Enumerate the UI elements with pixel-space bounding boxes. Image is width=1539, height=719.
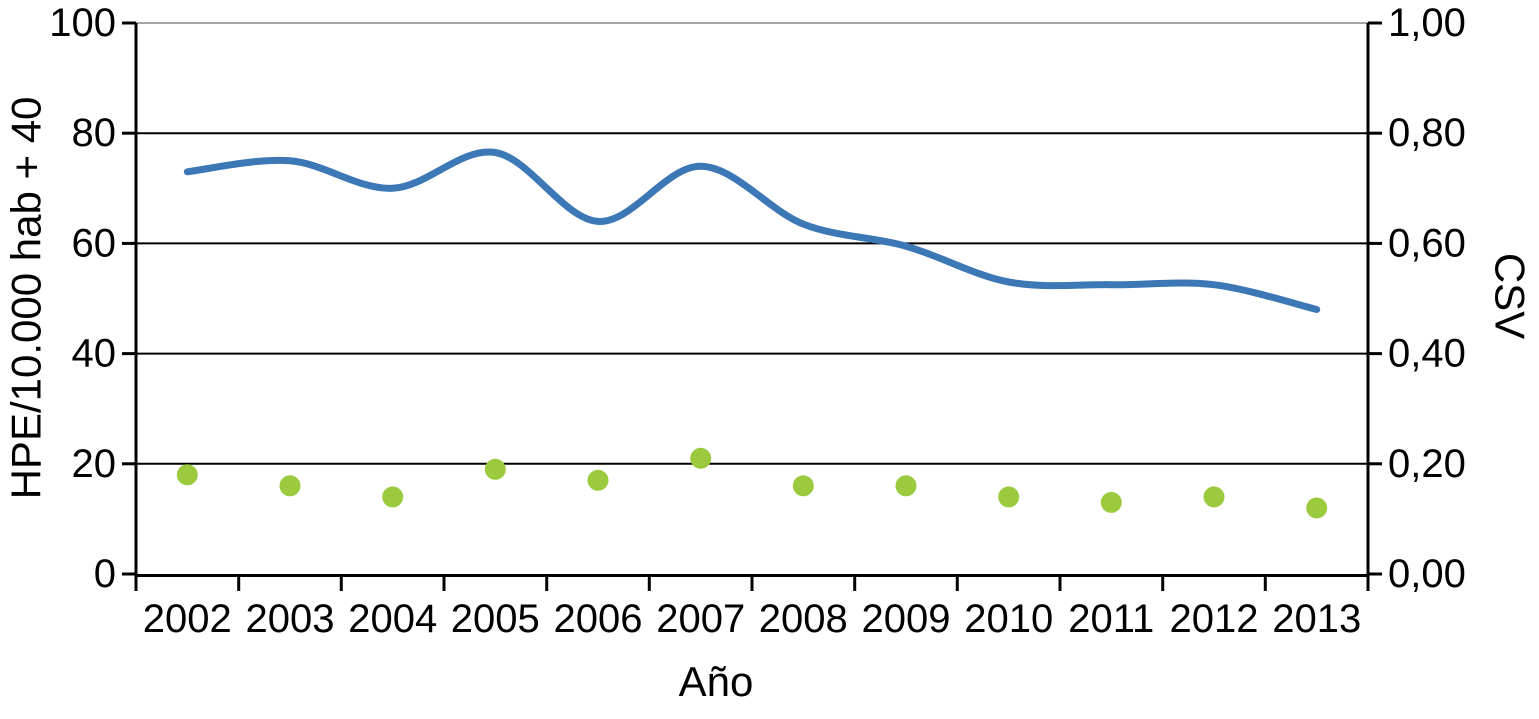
scatter-point-csv — [382, 486, 404, 508]
right-axis-tick-label: 0,80 — [1388, 111, 1466, 155]
scatter-point-csv — [792, 475, 814, 497]
x-axis-tick-label: 2007 — [656, 597, 745, 641]
scatter-point-csv — [279, 475, 301, 497]
scatter-point-csv — [587, 469, 609, 491]
right-axis-tick-label: 0,00 — [1388, 552, 1466, 596]
x-axis-tick-label: 2003 — [246, 597, 335, 641]
left-axis-tick-label: 20 — [72, 442, 117, 486]
x-axis-tick-label: 2010 — [964, 597, 1053, 641]
scatter-point-csv — [1203, 486, 1225, 508]
x-axis-tick-label: 2012 — [1170, 597, 1259, 641]
left-axis-tick-label: 0 — [94, 552, 116, 596]
right-axis-tick-label: 0,20 — [1388, 442, 1466, 486]
left-axis-tick-label: 100 — [49, 1, 116, 45]
scatter-point-csv — [1306, 497, 1328, 519]
line-series-hpe-10-000-hab-40 — [183, 148, 1321, 313]
left-axis-tick-label: 40 — [72, 332, 117, 376]
scatter-point-csv — [895, 475, 917, 497]
left-axis-title: HPE/10.000 hab + 40 — [3, 97, 50, 500]
scatter-point-csv — [1100, 491, 1122, 513]
x-axis-tick-label: 2009 — [862, 597, 951, 641]
x-axis-tick-label: 2002 — [143, 597, 232, 641]
scatter-point-csv — [176, 464, 198, 486]
left-axis-tick-label: 60 — [72, 221, 117, 265]
x-axis-tick-label: 2005 — [451, 597, 540, 641]
x-axis-title: Año — [679, 658, 754, 705]
scatter-point-csv — [998, 486, 1020, 508]
right-axis-tick-label: 0,60 — [1388, 221, 1466, 265]
x-axis-tick-label: 2008 — [759, 597, 848, 641]
left-axis-tick-label: 80 — [72, 111, 117, 155]
right-axis-tick-label: 1,00 — [1388, 1, 1466, 45]
x-axis-tick-label: 2004 — [348, 597, 437, 641]
right-axis-title: CSV — [1487, 253, 1534, 339]
scatter-point-csv — [690, 447, 712, 469]
x-axis-tick-label: 2013 — [1272, 597, 1361, 641]
x-axis-tick-label: 2006 — [554, 597, 643, 641]
scatter-point-csv — [484, 458, 506, 480]
x-axis-tick-label: 2011 — [1068, 597, 1154, 641]
right-axis-tick-label: 0,40 — [1388, 332, 1466, 376]
axes-layer — [122, 21, 1382, 591]
gridlines-layer — [136, 22, 1368, 465]
tick-labels-layer: 0 20 40 60 80 100 0,00 0,20 0,40 0,60 0,80 1,00 2002… — [49, 1, 1466, 641]
data-series-layer — [176, 148, 1328, 519]
